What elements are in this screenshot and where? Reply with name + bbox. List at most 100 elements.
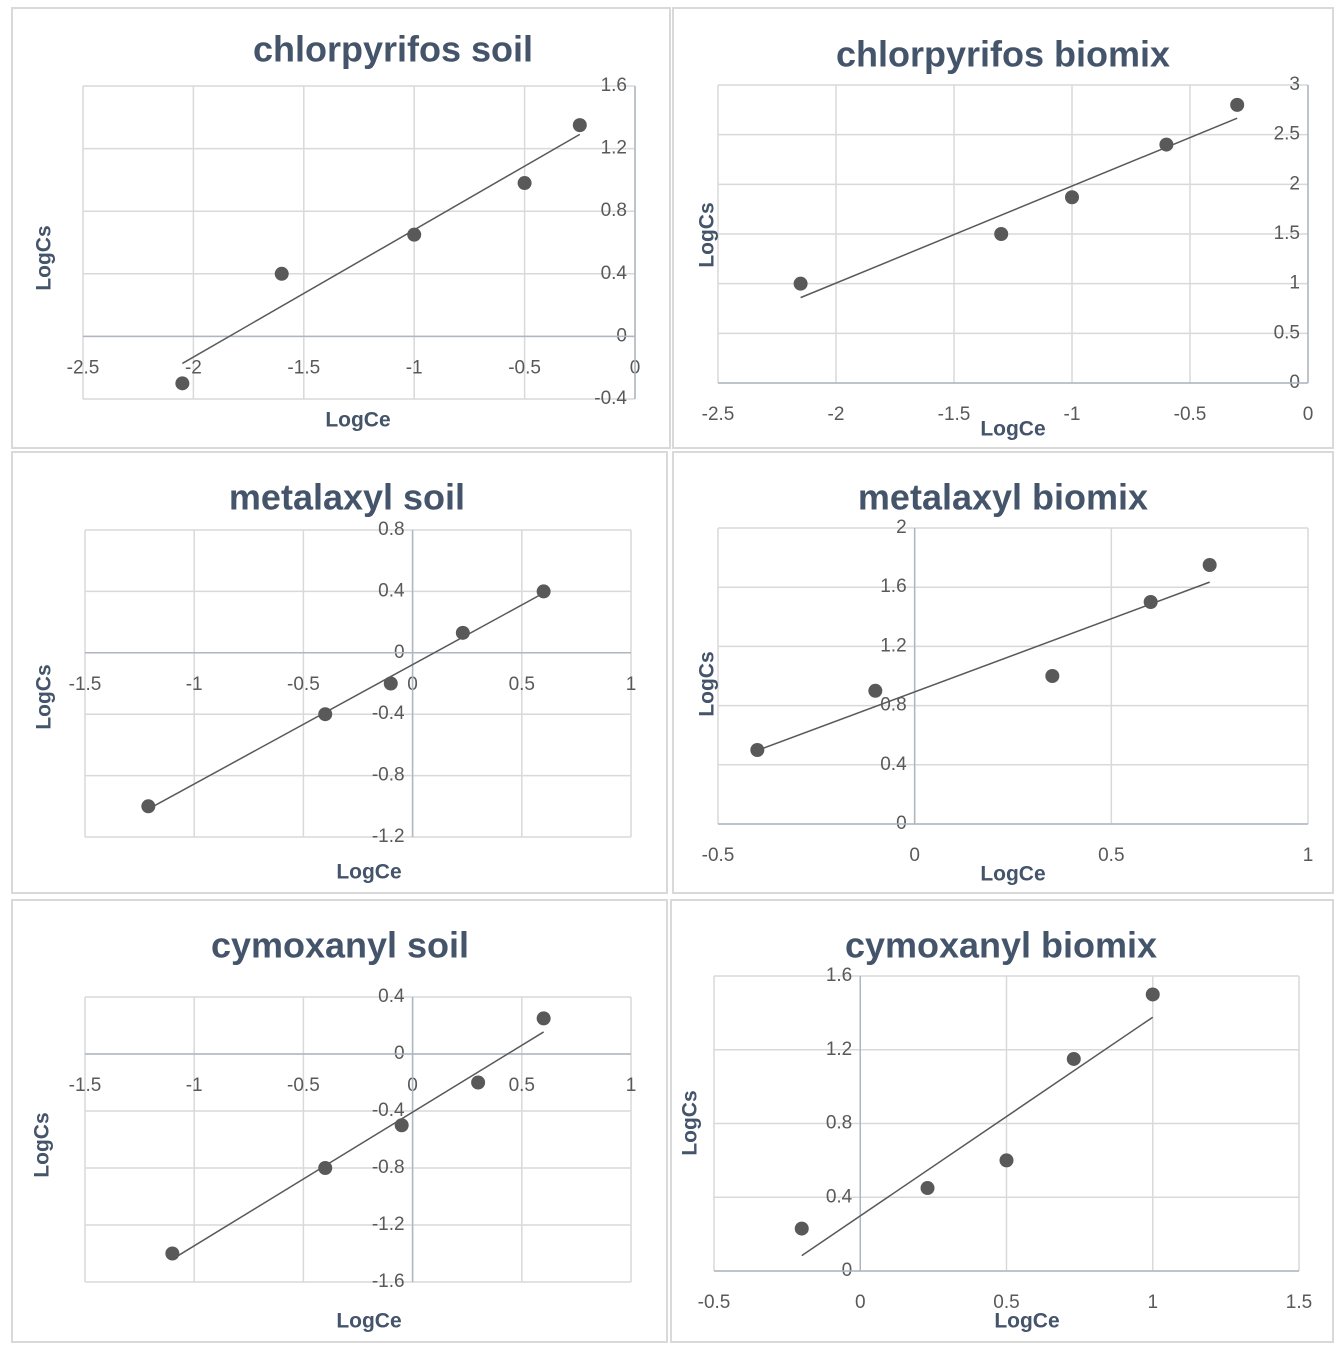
data-point: [1045, 669, 1060, 683]
y-tick-label: -0.4: [594, 388, 627, 409]
panel-border: [11, 899, 668, 1343]
x-tick-label: -0.5: [508, 357, 541, 378]
y-tick-label: 0.5: [1274, 322, 1300, 343]
data-point: [793, 276, 808, 291]
panel-border: [672, 451, 1334, 894]
chart-title: metalaxyl biomix: [858, 477, 1148, 518]
x-tick-label: -2.5: [702, 404, 735, 425]
x-tick-label: 1: [1303, 845, 1314, 866]
x-tick-label: 0.5: [1098, 845, 1124, 866]
x-tick-label: 0.5: [993, 1292, 1019, 1313]
data-point: [394, 1118, 409, 1133]
y-tick-label: -1.6: [372, 1271, 405, 1292]
x-axis-title: LogCe: [336, 1310, 401, 1333]
y-axis-title: LogCs: [33, 225, 56, 290]
x-tick-label: -1.5: [938, 404, 971, 425]
y-axis-title: LogCs: [33, 664, 56, 729]
data-point: [572, 118, 587, 133]
data-point: [868, 683, 883, 698]
y-tick-label: 1.5: [1274, 223, 1300, 244]
trendline: [801, 1016, 1154, 1257]
y-tick-label: 0.4: [826, 1186, 853, 1207]
y-axis-title: LogCs: [696, 651, 719, 716]
data-point: [920, 1181, 935, 1196]
chart-panel: -2.5 -2 -1.5 -1 -0.5 000.511.522.53chlorpyrif…: [672, 7, 1334, 449]
y-tick-label: 2: [1289, 173, 1300, 194]
x-tick-label: -0.5: [702, 845, 735, 866]
trendline: [181, 133, 581, 365]
panel-border: [11, 7, 671, 449]
y-tick-label: 1.6: [880, 576, 906, 597]
y-tick-label: 3: [1289, 74, 1300, 95]
data-point: [794, 1221, 809, 1236]
y-tick-label: -0.4: [372, 1100, 405, 1121]
x-tick-label: 0: [855, 1292, 866, 1313]
y-tick-label: 0.8: [378, 519, 404, 540]
y-tick-label: -1.2: [372, 826, 405, 847]
chart-panel: -2.5-2-1.5-1-0.50-0.400.40.81.21.6chlorp…: [11, 7, 671, 449]
data-point: [1230, 97, 1245, 112]
y-tick-label: 2: [896, 517, 907, 538]
y-tick-label: -0.4: [372, 703, 405, 724]
x-tick-label: -0.5: [287, 1075, 320, 1096]
data-point: [274, 266, 289, 281]
x-tick-label: 1.5: [1286, 1292, 1312, 1313]
y-tick-label: 0.4: [601, 263, 628, 284]
y-tick-label: -0.8: [372, 1157, 405, 1178]
data-point: [165, 1246, 180, 1261]
chart-title: cymoxanyl biomix: [845, 925, 1157, 966]
x-tick-label: -2: [185, 357, 202, 378]
y-tick-label: 0.8: [880, 695, 906, 716]
x-tick-label: -2.5: [67, 357, 100, 378]
data-point: [1145, 987, 1160, 1002]
trendline: [757, 581, 1210, 752]
data-point: [517, 176, 532, 191]
y-tick-label: -0.8: [372, 765, 405, 786]
y-tick-label: 1.2: [826, 1039, 852, 1060]
y-axis-title: LogCs: [31, 1112, 54, 1177]
data-point: [471, 1075, 486, 1090]
trendline: [147, 592, 544, 810]
x-tick-label: -0.5: [1174, 404, 1207, 425]
data-point: [1066, 1051, 1081, 1066]
trendline: [171, 1031, 545, 1260]
x-axis-title: LogCe: [336, 861, 401, 884]
x-tick-label: -1: [186, 674, 203, 695]
data-point: [1143, 595, 1158, 609]
data-point: [1202, 558, 1217, 572]
data-point: [536, 584, 551, 599]
data-point: [141, 799, 156, 814]
y-tick-label: 0.4: [880, 754, 907, 775]
data-point: [536, 1011, 551, 1026]
x-tick-label: -0.5: [287, 674, 320, 695]
y-tick-label: 1.2: [601, 138, 627, 159]
y-tick-label: 0.4: [378, 986, 405, 1007]
y-tick-label: 1.6: [601, 75, 627, 96]
data-point: [750, 743, 765, 757]
y-tick-label: -1.2: [372, 1214, 405, 1235]
data-point: [455, 625, 470, 640]
x-tick-label: 1: [1147, 1292, 1158, 1313]
y-tick-label: 1.2: [880, 635, 906, 656]
x-tick-label: -1.5: [69, 674, 102, 695]
x-tick-label: -2: [828, 404, 845, 425]
x-tick-label: -1: [186, 1075, 203, 1096]
y-tick-label: 2.5: [1274, 124, 1300, 145]
chart-title: chlorpyrifos biomix: [836, 34, 1170, 75]
data-point: [994, 227, 1009, 241]
panel-border: [670, 899, 1334, 1343]
data-point: [1065, 190, 1079, 205]
x-tick-label: -0.5: [698, 1292, 731, 1313]
data-point: [999, 1153, 1014, 1168]
x-tick-label: -1.5: [287, 357, 320, 378]
x-tick-label: 0: [1303, 404, 1314, 425]
x-axis-title: LogCe: [980, 863, 1045, 886]
y-tick-label: 1: [1289, 273, 1300, 294]
x-tick-label: -1: [406, 357, 423, 378]
data-point: [318, 707, 333, 722]
y-tick-label: 0.4: [378, 580, 405, 601]
x-tick-label: 1: [626, 674, 637, 695]
